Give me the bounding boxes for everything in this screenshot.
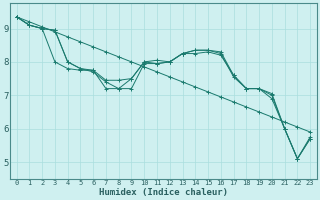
X-axis label: Humidex (Indice chaleur): Humidex (Indice chaleur) [99,188,228,197]
